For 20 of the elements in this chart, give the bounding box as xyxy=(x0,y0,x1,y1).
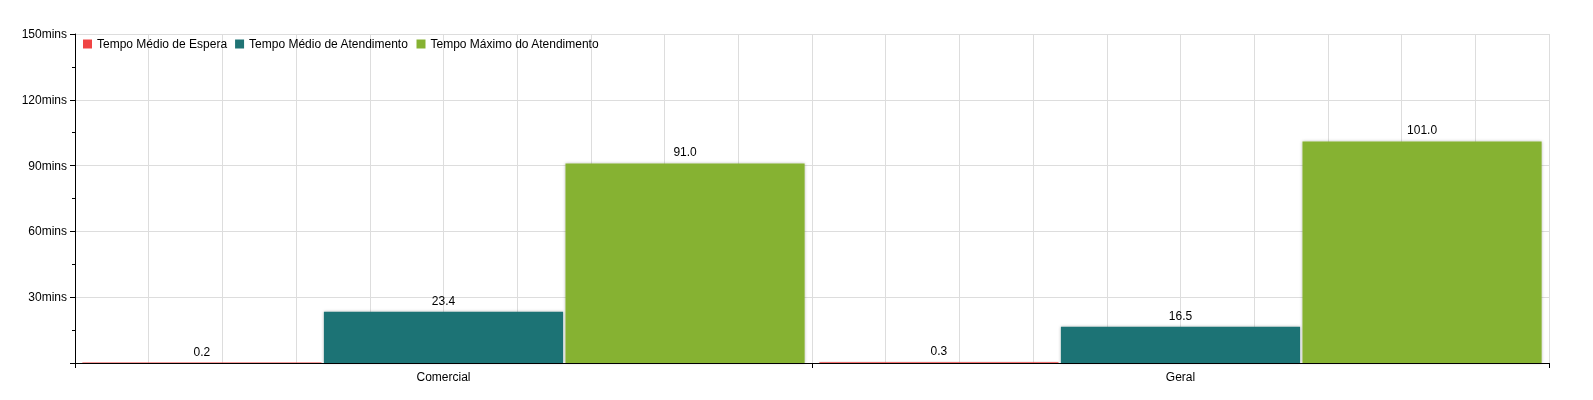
text: 23.4 xyxy=(431,293,456,308)
bar xyxy=(1060,326,1301,363)
text: 0.3 xyxy=(930,344,948,359)
x-tick-label: Geral xyxy=(1165,370,1196,384)
y-tick-label: 120mins xyxy=(21,92,67,107)
y-tick-label: 90mins xyxy=(28,158,67,173)
text: 101.0 xyxy=(1407,123,1438,138)
text: 16.5 xyxy=(1168,308,1193,323)
text: 0.2 xyxy=(193,344,211,359)
y-tick-label: 30mins xyxy=(28,290,67,305)
bar xyxy=(565,163,805,363)
text: 91.0 xyxy=(673,145,697,160)
y-tick-label: 60mins xyxy=(28,224,67,239)
legend-label: Tempo Médio de Atendimento xyxy=(249,37,409,51)
legend-label: Tempo Máximo do Atendimento xyxy=(430,37,599,51)
x-tick-label: Comercial xyxy=(416,370,471,384)
y-tick-label: 150mins xyxy=(21,27,67,41)
bar xyxy=(323,311,564,363)
legend-label: Tempo Médio de Espera xyxy=(97,37,228,51)
bar xyxy=(1302,141,1542,363)
